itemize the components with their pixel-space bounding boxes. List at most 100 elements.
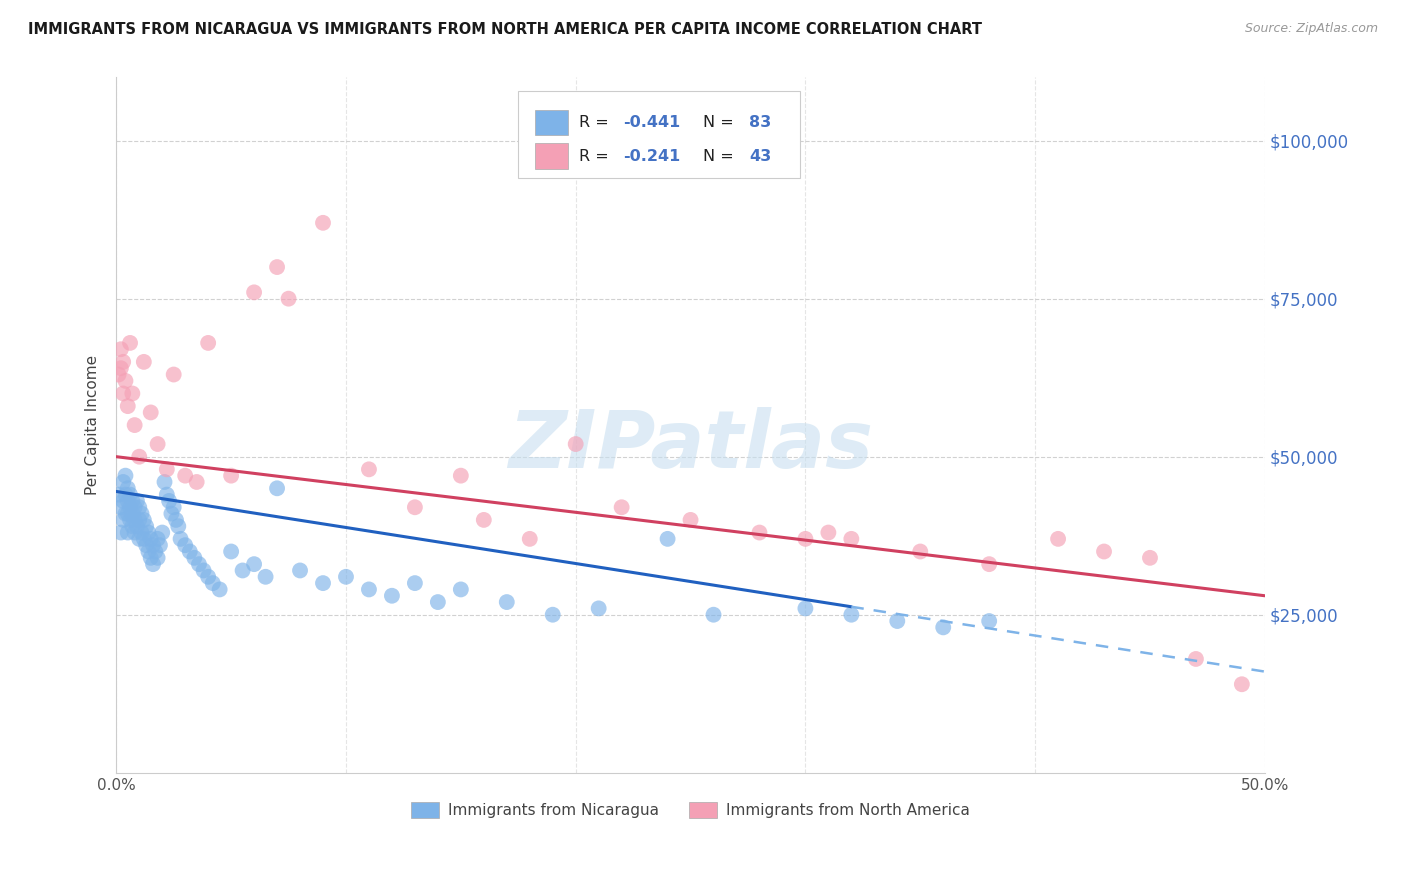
Point: [169, 532, 191, 546]
Point: [266, 260, 288, 274]
Point: [193, 564, 215, 578]
Point: [107, 368, 129, 382]
Point: [156, 462, 179, 476]
Point: [702, 607, 724, 622]
Point: [541, 607, 564, 622]
Point: [174, 538, 197, 552]
Point: [277, 292, 299, 306]
Point: [128, 513, 150, 527]
Point: [312, 576, 335, 591]
Bar: [536, 110, 568, 136]
Point: [450, 582, 472, 597]
Point: [288, 564, 311, 578]
Point: [138, 525, 160, 540]
Point: [112, 386, 135, 401]
Point: [124, 418, 146, 433]
Point: [139, 532, 162, 546]
Point: [143, 544, 166, 558]
Point: [117, 494, 139, 508]
Point: [794, 601, 817, 615]
Point: [132, 513, 155, 527]
Point: [117, 399, 139, 413]
Text: N =: N =: [703, 115, 740, 130]
Point: [149, 538, 172, 552]
Point: [1230, 677, 1253, 691]
Point: [519, 532, 541, 546]
Point: [979, 614, 1001, 628]
Point: [139, 550, 162, 565]
Point: [841, 532, 863, 546]
Text: -0.241: -0.241: [623, 148, 681, 163]
Text: R =: R =: [579, 115, 614, 130]
Point: [131, 525, 153, 540]
Point: [131, 507, 153, 521]
Point: [748, 525, 770, 540]
Text: N =: N =: [703, 148, 740, 163]
Point: [132, 355, 155, 369]
Point: [910, 544, 932, 558]
Point: [114, 507, 136, 521]
Point: [472, 513, 495, 527]
Point: [163, 368, 186, 382]
Point: [1047, 532, 1070, 546]
Text: -0.441: -0.441: [623, 115, 681, 130]
Point: [121, 494, 143, 508]
Point: [165, 513, 187, 527]
Point: [312, 216, 335, 230]
Point: [179, 544, 201, 558]
Point: [841, 607, 863, 622]
Point: [197, 335, 219, 350]
Point: [107, 488, 129, 502]
Point: [114, 488, 136, 502]
Point: [157, 494, 180, 508]
Point: [188, 557, 211, 571]
Text: IMMIGRANTS FROM NICARAGUA VS IMMIGRANTS FROM NORTH AMERICA PER CAPITA INCOME COR: IMMIGRANTS FROM NICARAGUA VS IMMIGRANTS …: [28, 22, 983, 37]
Point: [114, 468, 136, 483]
FancyBboxPatch shape: [519, 91, 800, 178]
Point: [128, 532, 150, 546]
Point: [142, 538, 165, 552]
Point: [110, 500, 132, 515]
Point: [357, 462, 380, 476]
Point: [679, 513, 702, 527]
Point: [1139, 550, 1161, 565]
Point: [118, 500, 141, 515]
Text: Source: ZipAtlas.com: Source: ZipAtlas.com: [1244, 22, 1378, 36]
Point: [564, 437, 586, 451]
Point: [135, 538, 157, 552]
Point: [146, 437, 169, 451]
Point: [817, 525, 839, 540]
Point: [124, 525, 146, 540]
Point: [243, 285, 266, 300]
Point: [167, 519, 190, 533]
Point: [114, 374, 136, 388]
Point: [232, 564, 254, 578]
Point: [153, 475, 176, 489]
Bar: [536, 144, 568, 169]
Point: [112, 355, 135, 369]
Point: [979, 557, 1001, 571]
Point: [183, 550, 205, 565]
Point: [128, 500, 150, 515]
Point: [160, 507, 183, 521]
Point: [932, 620, 955, 634]
Point: [118, 335, 141, 350]
Point: [156, 488, 179, 502]
Point: [426, 595, 449, 609]
Point: [197, 570, 219, 584]
Text: 43: 43: [749, 148, 772, 163]
Point: [117, 525, 139, 540]
Point: [450, 468, 472, 483]
Point: [135, 519, 157, 533]
Point: [142, 557, 165, 571]
Point: [146, 532, 169, 546]
Point: [121, 507, 143, 521]
Point: [886, 614, 908, 628]
Point: [174, 468, 197, 483]
Point: [657, 532, 679, 546]
Point: [112, 475, 135, 489]
Point: [118, 488, 141, 502]
Point: [186, 475, 208, 489]
Point: [124, 513, 146, 527]
Y-axis label: Per Capita Income: Per Capita Income: [86, 355, 100, 495]
